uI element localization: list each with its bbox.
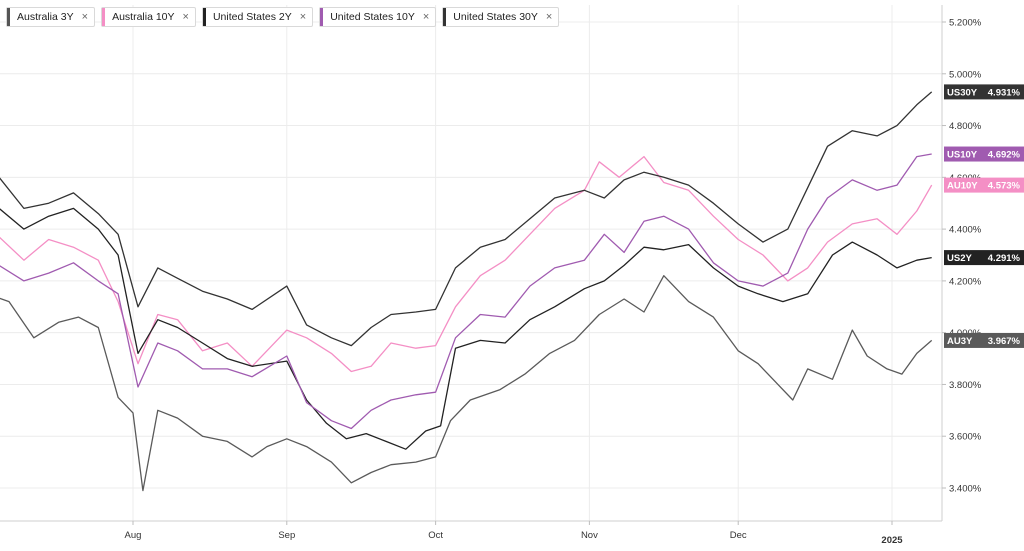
- x-tick-label: Sep: [278, 530, 295, 541]
- legend-label: United States 2Y: [212, 11, 292, 23]
- value-tag-name: AU3Y: [947, 336, 973, 347]
- value-tag-name: AU10Y: [947, 181, 978, 192]
- close-icon[interactable]: ×: [81, 11, 89, 23]
- y-tick-label: 3.400%: [949, 484, 982, 495]
- value-tag-bg: [944, 84, 1024, 100]
- legend-chip-australia-3y[interactable]: Australia 3Y ×: [6, 7, 96, 27]
- legend-swatch: [443, 8, 447, 26]
- value-tag-bg: [944, 177, 1024, 193]
- series-line-us10y: [0, 153, 932, 430]
- legend-chip-australia-10y[interactable]: Australia 10Y ×: [101, 7, 196, 27]
- legend-swatch: [102, 8, 106, 26]
- close-icon[interactable]: ×: [545, 11, 553, 23]
- value-tag-us2y: US2Y 4.291%: [944, 250, 1024, 266]
- value-tag-bg: [944, 250, 1024, 266]
- value-tag-name: US2Y: [947, 253, 972, 264]
- legend-swatch: [202, 8, 206, 26]
- series-line-us2y: [0, 207, 932, 450]
- legend-swatch: [7, 8, 10, 26]
- close-icon[interactable]: ×: [422, 11, 430, 23]
- legend-swatch: [320, 8, 324, 26]
- value-tag-bg: [944, 332, 1024, 348]
- close-icon[interactable]: ×: [182, 11, 189, 23]
- legend-label: United States 10Y: [330, 11, 415, 23]
- series-line-us30y: [0, 91, 933, 347]
- x-tick-label: 2025: [881, 535, 903, 546]
- y-tick-label: 3.600%: [949, 432, 982, 443]
- x-tick-label: Aug: [125, 530, 142, 541]
- value-tag-us10y: US10Y 4.692%: [944, 146, 1024, 162]
- value-tag-value: 3.967%: [988, 336, 1021, 347]
- y-tick-label: 5.000%: [949, 69, 982, 80]
- value-tag-name: US10Y: [947, 150, 978, 161]
- y-tick-label: 4.200%: [949, 276, 982, 287]
- x-tick-label: Nov: [581, 530, 598, 541]
- value-tag-bg: [944, 146, 1024, 162]
- value-tag-au10y: AU10Y 4.573%: [944, 177, 1024, 193]
- value-tag-value: 4.931%: [988, 87, 1021, 98]
- x-tick-label: Dec: [730, 530, 747, 541]
- y-tick-label: 3.800%: [949, 380, 982, 391]
- y-tick-label: 5.200%: [949, 18, 982, 29]
- x-tick-label: Oct: [428, 530, 443, 541]
- last-value-tags: US30Y 4.931% US10Y 4.692% AU10Y 4.573% US2Y 4.2…: [944, 84, 1024, 348]
- legend-label: Australia 3Y: [17, 11, 74, 23]
- value-tag-name: US30Y: [947, 87, 978, 98]
- value-tag-value: 4.573%: [988, 181, 1021, 192]
- legend-label: United States 30Y: [453, 11, 538, 23]
- legend-label: Australia 10Y: [112, 11, 175, 23]
- y-tick-label: 4.400%: [949, 225, 982, 236]
- series-line-au10y: [0, 155, 933, 373]
- close-icon[interactable]: ×: [299, 11, 307, 23]
- y-tick-label: 4.800%: [949, 121, 982, 132]
- value-tag-value: 4.291%: [988, 253, 1021, 264]
- legend-chip-united-states-2y[interactable]: United States 2Y ×: [201, 7, 314, 27]
- legend-chip-united-states-30y[interactable]: United States 30Y ×: [442, 7, 560, 27]
- legend-chip-united-states-10y[interactable]: United States 10Y ×: [319, 7, 437, 27]
- value-tag-value: 4.692%: [988, 150, 1021, 161]
- value-tag-au3y: AU3Y 3.967%: [944, 332, 1024, 348]
- x-axis-ticks: Aug Sep Oct Nov Dec 2025: [125, 521, 903, 546]
- series-lines: [0, 91, 933, 492]
- chart-grid: [0, 5, 942, 521]
- series-line-au3y: [0, 275, 933, 492]
- value-tag-us30y: US30Y 4.931%: [944, 84, 1024, 100]
- series-legend: Australia 3Y × Australia 10Y × United St…: [6, 7, 560, 27]
